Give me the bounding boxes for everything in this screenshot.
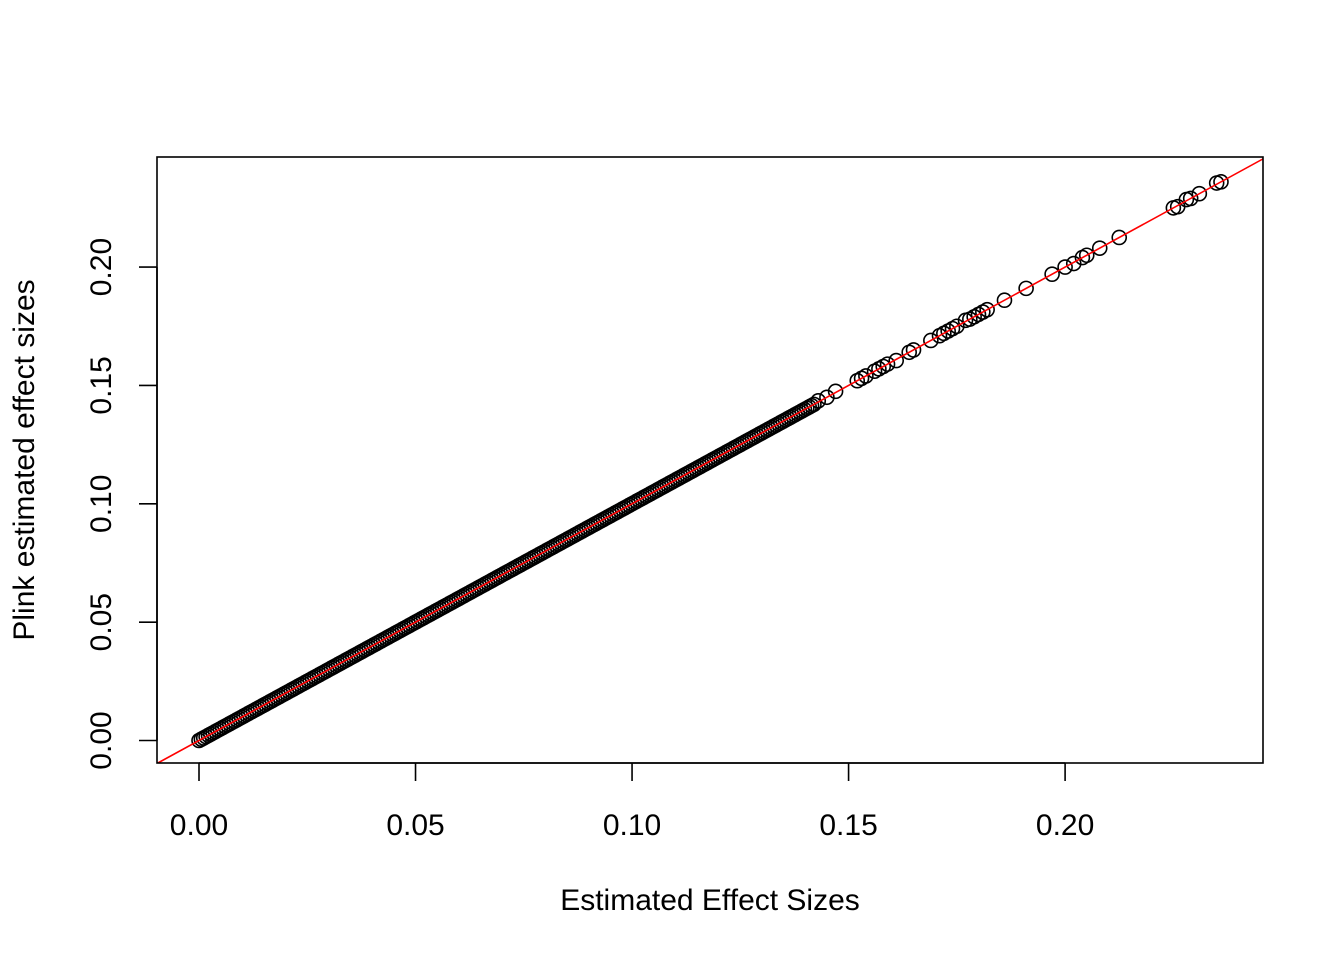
scatter-points xyxy=(810,174,1229,409)
data-point xyxy=(979,301,995,318)
x-tick-label: 0.20 xyxy=(1036,809,1094,842)
data-point xyxy=(888,352,905,369)
data-point xyxy=(996,292,1013,309)
reference-line xyxy=(157,158,1263,763)
data-point xyxy=(858,368,874,384)
data-point xyxy=(1111,229,1128,246)
data-point xyxy=(949,318,965,335)
data-point xyxy=(923,332,939,349)
y-tick-label: 0.10 xyxy=(85,475,118,533)
data-point xyxy=(1213,174,1229,190)
data-point xyxy=(1057,259,1073,275)
data-point xyxy=(819,389,835,406)
y-tick-label: 0.20 xyxy=(85,238,118,296)
data-point xyxy=(1191,185,1208,202)
data-point xyxy=(905,342,922,358)
x-tick-label: 0.05 xyxy=(386,809,444,842)
dense-point-band xyxy=(191,396,822,749)
data-point xyxy=(879,356,896,372)
y-tick-label: 0.05 xyxy=(85,593,118,651)
x-tick-label: 0.15 xyxy=(819,809,877,842)
y-tick-label: 0.00 xyxy=(85,711,118,769)
data-point xyxy=(1078,247,1095,264)
data-point xyxy=(1044,266,1060,282)
data-point xyxy=(810,393,827,409)
data-point xyxy=(1182,190,1199,207)
y-tick-label: 0.15 xyxy=(85,356,118,414)
data-point xyxy=(1091,240,1108,256)
data-point xyxy=(1065,255,1082,272)
y-axis-label: Plink estimated effect sizes xyxy=(8,279,41,640)
y-axis: 0.00 0.05 0.10 0.15 0.20 xyxy=(85,238,158,770)
x-tick-label: 0.00 xyxy=(170,809,228,842)
data-point xyxy=(806,396,822,413)
data-point xyxy=(1018,280,1034,297)
data-point xyxy=(827,383,844,400)
x-axis: 0.00 0.05 0.10 0.15 0.20 xyxy=(170,762,1094,842)
x-tick-label: 0.10 xyxy=(603,809,661,842)
x-axis-label: Estimated Effect Sizes xyxy=(560,884,860,917)
